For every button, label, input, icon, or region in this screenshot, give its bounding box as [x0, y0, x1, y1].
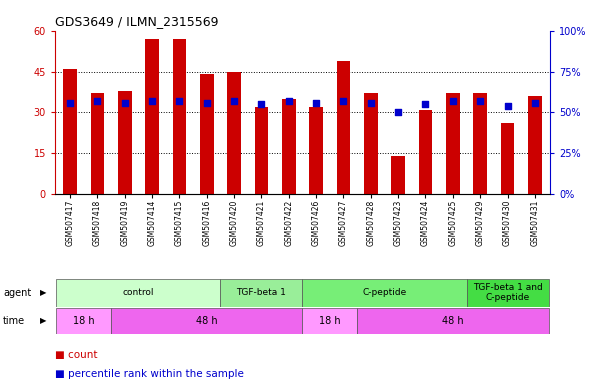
Point	[229, 98, 239, 104]
Point	[92, 98, 102, 104]
Bar	[111, 308, 302, 334]
Text: C-peptide: C-peptide	[362, 288, 406, 297]
Text: TGF-beta 1 and
C-peptide: TGF-beta 1 and C-peptide	[473, 283, 543, 303]
Point	[311, 99, 321, 106]
Bar	[282, 99, 296, 194]
Point	[202, 99, 211, 106]
Point	[503, 103, 513, 109]
Bar	[255, 107, 268, 194]
Text: control: control	[123, 288, 154, 297]
Point	[65, 99, 75, 106]
Bar	[172, 39, 186, 194]
Bar	[446, 93, 459, 194]
Bar	[90, 93, 104, 194]
Bar	[419, 109, 433, 194]
Bar	[302, 279, 467, 306]
Point	[147, 98, 157, 104]
Text: GDS3649 / ILMN_2315569: GDS3649 / ILMN_2315569	[55, 15, 219, 28]
Bar	[309, 107, 323, 194]
Text: 18 h: 18 h	[73, 316, 95, 326]
Point	[120, 99, 130, 106]
Point	[257, 101, 266, 107]
Point	[420, 101, 430, 107]
Bar	[357, 308, 549, 334]
Text: ■ count: ■ count	[55, 350, 98, 360]
Point	[530, 99, 540, 106]
Bar	[145, 39, 159, 194]
Point	[366, 99, 376, 106]
Point	[475, 98, 485, 104]
Bar	[500, 123, 514, 194]
Text: ▶: ▶	[40, 288, 46, 297]
Text: ■ percentile rank within the sample: ■ percentile rank within the sample	[55, 369, 244, 379]
Bar	[118, 91, 131, 194]
Bar	[200, 74, 214, 194]
Bar	[467, 279, 549, 306]
Text: 48 h: 48 h	[196, 316, 218, 326]
Text: time: time	[3, 316, 25, 326]
Point	[175, 98, 185, 104]
Bar	[221, 279, 302, 306]
Point	[393, 109, 403, 115]
Bar	[63, 69, 77, 194]
Bar	[302, 308, 357, 334]
Bar	[474, 93, 487, 194]
Text: 18 h: 18 h	[319, 316, 340, 326]
Point	[338, 98, 348, 104]
Text: agent: agent	[3, 288, 31, 298]
Bar	[391, 156, 405, 194]
Bar	[227, 71, 241, 194]
Bar	[56, 308, 111, 334]
Bar	[364, 93, 378, 194]
Text: TGF-beta 1: TGF-beta 1	[236, 288, 287, 297]
Text: ▶: ▶	[40, 316, 46, 325]
Bar	[337, 61, 350, 194]
Point	[448, 98, 458, 104]
Bar	[528, 96, 542, 194]
Bar	[56, 279, 221, 306]
Point	[284, 98, 294, 104]
Text: 48 h: 48 h	[442, 316, 464, 326]
